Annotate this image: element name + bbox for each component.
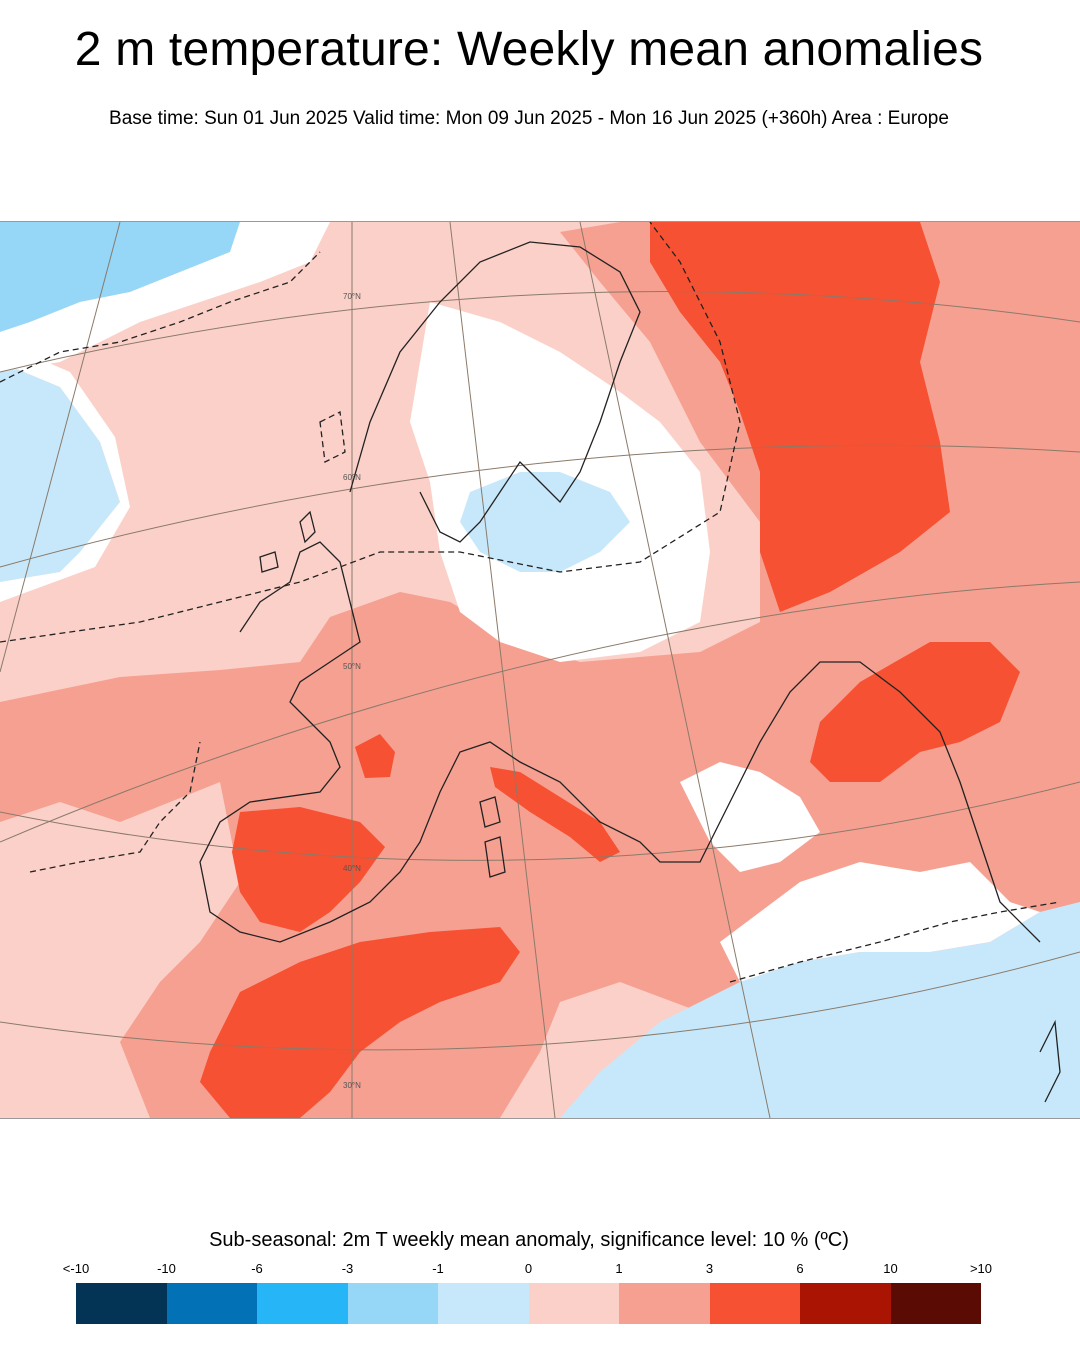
legend-tick: >10 xyxy=(969,1261,993,1276)
significance-contours xyxy=(0,222,1061,983)
strong-warm-black-sea-east xyxy=(810,642,1020,782)
legend-swatch xyxy=(166,1283,257,1324)
near-zero-east-med xyxy=(720,862,1040,982)
chart-subtitle: Base time: Sun 01 Jun 2025 Valid time: M… xyxy=(109,108,949,129)
strong-warm-russia xyxy=(650,222,950,612)
strong-warm-north-africa xyxy=(200,927,520,1118)
europe-anomaly-map: 70°N 60°N 50°N 40°N 30°N xyxy=(0,221,1080,1119)
lat-label-70: 70°N xyxy=(343,292,361,301)
strong-warm-iberia xyxy=(232,807,385,932)
legend-swatch xyxy=(347,1283,438,1324)
legend-swatch xyxy=(438,1283,529,1324)
lat-label-40: 40°N xyxy=(343,864,361,873)
map-canvas: 70°N 60°N 50°N 40°N 30°N xyxy=(0,222,1080,1118)
legend-swatch xyxy=(76,1283,167,1324)
legend-swatch xyxy=(709,1283,800,1324)
legend-tick: 6 xyxy=(796,1261,804,1276)
lat-label-50: 50°N xyxy=(343,662,361,671)
legend-tick: 0 xyxy=(524,1261,533,1276)
legend-tick: 10 xyxy=(883,1261,898,1276)
legend-title: Sub-seasonal: 2m T weekly mean anomaly, … xyxy=(209,1229,849,1251)
lat-label-30: 30°N xyxy=(343,1081,361,1090)
cool-anomaly-baltic xyxy=(460,472,630,572)
legend-tick: -10 xyxy=(157,1261,176,1276)
cool-anomaly-atlantic xyxy=(0,362,120,582)
legend-swatch xyxy=(619,1283,710,1324)
lat-label-60: 60°N xyxy=(343,473,361,482)
legend-tick: -3 xyxy=(341,1261,354,1276)
cool-anomaly-north-africa xyxy=(560,902,1080,1118)
near-zero-aegean xyxy=(680,762,820,872)
color-legend-bar xyxy=(76,1283,981,1324)
cool-anomaly-arctic xyxy=(0,222,240,332)
legend-tick: -6 xyxy=(251,1261,263,1276)
legend-tick: -1 xyxy=(432,1261,444,1276)
near-zero-arctic xyxy=(0,222,330,372)
legend-swatch xyxy=(257,1283,348,1324)
strong-warm-italy xyxy=(490,767,620,862)
legend-tick: 1 xyxy=(615,1261,623,1276)
legend-ticks: <-10 -10 -6 -3 -1 0 1 3 6 10 >10 xyxy=(63,1261,992,1277)
legend-tick: 3 xyxy=(705,1261,714,1276)
chart-title: 2 m temperature: Weekly mean anomalies xyxy=(74,23,984,76)
legend-tick: <-10 xyxy=(62,1261,90,1276)
legend-swatch xyxy=(890,1283,981,1324)
coastlines xyxy=(199,241,1061,1103)
near-zero-atlantic xyxy=(0,342,130,602)
strong-warm-alps xyxy=(355,734,395,778)
graticule xyxy=(0,222,1080,1118)
legend-swatch xyxy=(528,1283,619,1324)
legend-swatch xyxy=(800,1283,891,1324)
